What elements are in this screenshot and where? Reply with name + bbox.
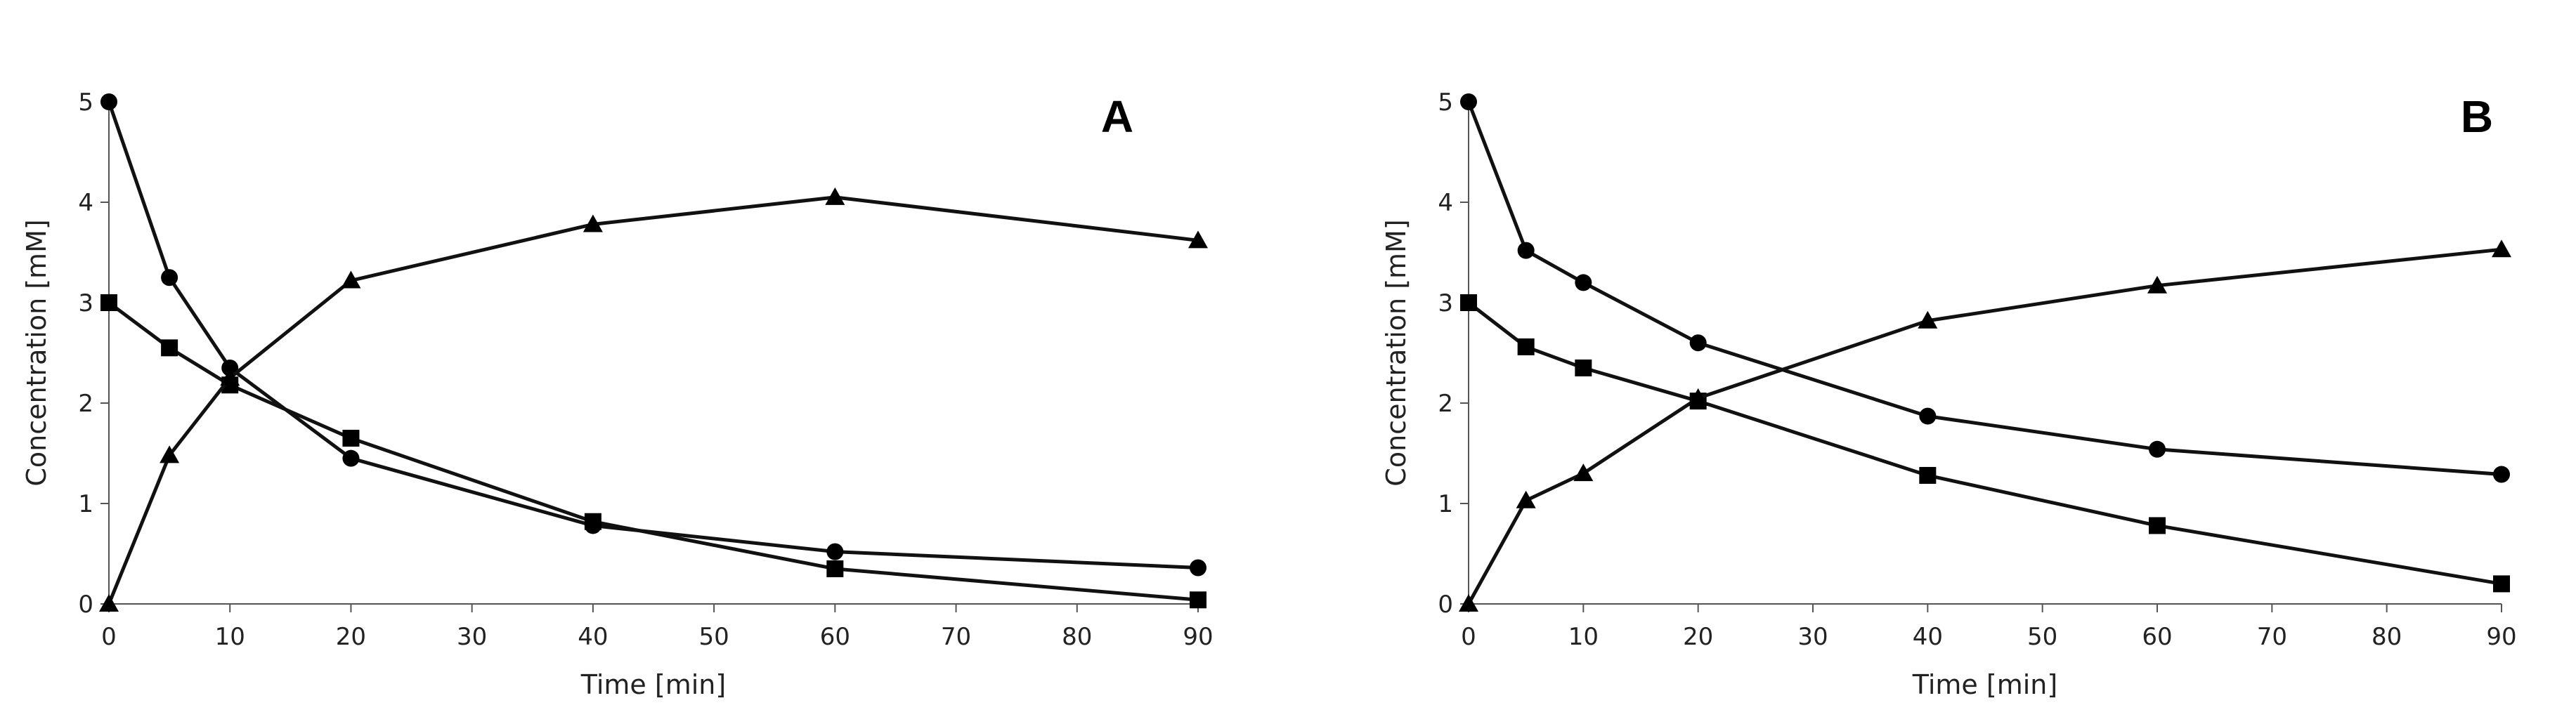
- panel-b-x-tick-label: 40: [1913, 623, 1943, 651]
- panel-a-x-tick-label: 70: [941, 623, 971, 651]
- panel-a-y-tick-label: 4: [78, 189, 93, 217]
- panel-a-square-point: [161, 339, 178, 357]
- panel-b-circle-point: [2493, 466, 2510, 483]
- panel-a-circle-line: [107, 101, 1199, 570]
- panel-b-y-tick-label: 3: [1438, 289, 1453, 317]
- panel-b-x-tick-label: 10: [1568, 623, 1599, 651]
- panel-a-triangle-point: [160, 445, 180, 463]
- panel-a-circle-point: [221, 359, 239, 376]
- panel-a-series-triangle: [99, 187, 1208, 612]
- panel-b-triangle-point: [1459, 594, 1478, 612]
- panel-b-x-tick-label: 30: [1797, 623, 1828, 651]
- panel-a-triangle-point: [220, 368, 240, 386]
- panel-b-y-tick-label: 4: [1438, 189, 1453, 217]
- panel-b-triangle-point: [1573, 463, 1594, 482]
- panel-b-x-tick-label: 0: [1461, 623, 1476, 651]
- panel-b-triangle-point: [1688, 388, 1708, 406]
- panel-b-series-triangle: [1459, 239, 2511, 612]
- panel-a-triangle-point: [583, 214, 603, 232]
- panel-b-x-tick-label: 80: [2372, 623, 2402, 651]
- panel-b-x-tick-label: 20: [1683, 623, 1713, 651]
- panel-b-circle-point: [1919, 407, 1937, 425]
- panel-a-circle-point: [342, 449, 360, 467]
- panel-b-square-line: [1467, 301, 2502, 586]
- panel-a-x-tick-label: 50: [698, 623, 729, 651]
- panel-a-triangle-point: [99, 594, 119, 612]
- panel-b-circle-point: [2149, 440, 2166, 458]
- panel-a-square-point: [584, 513, 601, 530]
- panel-b-circle-line: [1466, 101, 2502, 477]
- panel-b-square-point: [1517, 338, 1535, 355]
- panel-b-x-tick-label: 70: [2257, 623, 2287, 651]
- panel-a-y-tick-label: 3: [78, 289, 93, 317]
- panel-a-y-tick-label: 1: [78, 490, 93, 518]
- panel-b-y-tick-label: 2: [1438, 390, 1453, 418]
- panel-b-y-axis-label: Concentration [mM]: [1381, 219, 1412, 486]
- panel-a-circle-point: [100, 93, 117, 110]
- panel-b-circle-point: [1689, 334, 1707, 352]
- panel-b-square-point: [1460, 294, 1477, 311]
- panel-a-x-tick-label: 80: [1062, 623, 1092, 651]
- panel-b-x-tick-label: 50: [2027, 623, 2057, 651]
- panel-a-series-circle: [100, 93, 1206, 577]
- panel-b-triangle-point: [2492, 239, 2511, 258]
- panel-a-x-tick-label: 10: [215, 623, 245, 651]
- panel-b-series-circle: [1460, 93, 2510, 483]
- panel-b-circle-point: [1517, 242, 1535, 259]
- panel-a-x-tick-label: 30: [457, 623, 487, 651]
- panel-b-triangle-point: [2147, 275, 2167, 294]
- panel-a-circle-point: [1190, 559, 1206, 577]
- panel-b-triangle-point: [1918, 310, 1938, 329]
- panel-a-x-tick-label: 20: [336, 623, 366, 651]
- panel-b-x-tick-label: 90: [2486, 623, 2516, 651]
- panel-b-y-tick-label: 1: [1438, 490, 1453, 518]
- panel-a-y-tick-label: 5: [78, 88, 93, 117]
- panel-b-square-point: [1575, 359, 1592, 376]
- panel-a-triangle-point: [1188, 230, 1208, 249]
- panel-a-letter: A: [1101, 91, 1133, 142]
- panel-a-triangle-point: [825, 187, 845, 205]
- panel-a-x-tick-label: 90: [1183, 623, 1213, 651]
- panel-a-square-point: [100, 294, 117, 311]
- panel-b-circle-point: [1460, 93, 1477, 110]
- panel-a-x-tick-label: 60: [820, 623, 850, 651]
- panel-b-square-point: [2149, 517, 2166, 534]
- panel-a-x-tick-label: 40: [578, 623, 608, 651]
- panel-b-letter: B: [2461, 91, 2493, 142]
- panel-a-x-axis-label: Time [min]: [580, 669, 726, 700]
- panel-b-series-square: [1460, 294, 2510, 593]
- panel-b-y-tick-label: 5: [1438, 88, 1453, 117]
- panel-a-square-line: [108, 301, 1199, 602]
- panel-b-square-point: [2493, 575, 2510, 593]
- panel-b-circle-point: [1575, 274, 1592, 291]
- panel-a-y-tick-label: 0: [78, 591, 93, 619]
- panel-a-square-point: [1190, 591, 1206, 609]
- panel-b-y-tick-label: 0: [1438, 591, 1453, 619]
- panel-a-x-tick-label: 0: [101, 623, 117, 651]
- panel-b-triangle-point: [1516, 490, 1536, 508]
- panel-a-y-tick-label: 2: [78, 390, 93, 418]
- panel-b-square-point: [1919, 466, 1937, 484]
- panel-a-triangle-point: [341, 270, 361, 289]
- panel-a-square-point: [826, 560, 844, 577]
- panel-a-y-axis-label: Concentration [mM]: [21, 219, 52, 486]
- panel-a-circle-point: [161, 269, 178, 287]
- panel-a-square-point: [342, 430, 360, 447]
- panel-b-x-axis-label: Time [min]: [1912, 669, 2057, 700]
- panel-a-circle-point: [826, 543, 844, 560]
- panel-b-x-tick-label: 60: [2142, 623, 2172, 651]
